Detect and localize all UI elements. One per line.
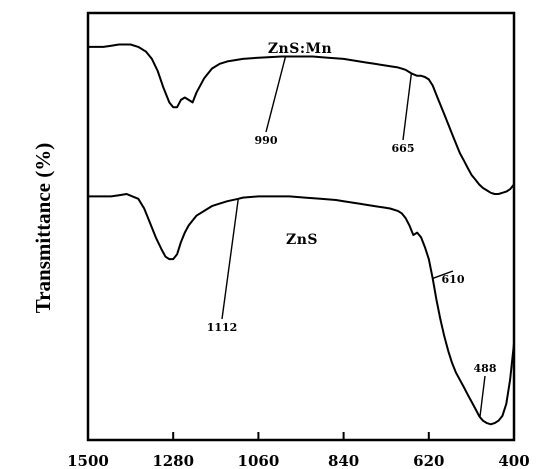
- series-line-0: [87, 43, 515, 195]
- x-tick-label-1500: 1500: [67, 452, 109, 469]
- annotation-leader-4: [479, 375, 486, 418]
- plot-frame: [86, 11, 516, 442]
- series-name-label-0: ZnS:Mn: [268, 41, 332, 57]
- annotation-leader-3: [432, 270, 454, 280]
- x-tick-label-840: 840: [328, 452, 359, 469]
- annotation-label-2: 1112: [207, 321, 238, 334]
- curve-labels: ZnS:Mn ZnS: [268, 41, 332, 248]
- x-tick-label-1060: 1060: [238, 452, 280, 469]
- x-axis: 1500 1280 1060 840 620 400: [67, 432, 530, 469]
- annotation-leader-1: [402, 73, 413, 141]
- peak-annotations: 990 665 1112 610 488: [207, 56, 497, 418]
- annotation-label-0: 990: [255, 134, 278, 147]
- x-tick-label-620: 620: [413, 452, 444, 469]
- annotation-label-3: 610: [442, 273, 465, 286]
- annotation-leader-0: [265, 56, 287, 133]
- series-line-1: [87, 193, 515, 426]
- x-tick-label-400: 400: [498, 452, 529, 469]
- y-axis-label: Transmittance (%): [31, 143, 55, 314]
- series-name-label-1: ZnS: [286, 232, 318, 248]
- annotation-label-1: 665: [392, 142, 415, 155]
- annotation-label-4: 488: [474, 362, 497, 375]
- x-tick-label-1280: 1280: [152, 452, 194, 469]
- annotation-leader-2: [221, 198, 239, 320]
- spectra: [87, 43, 515, 426]
